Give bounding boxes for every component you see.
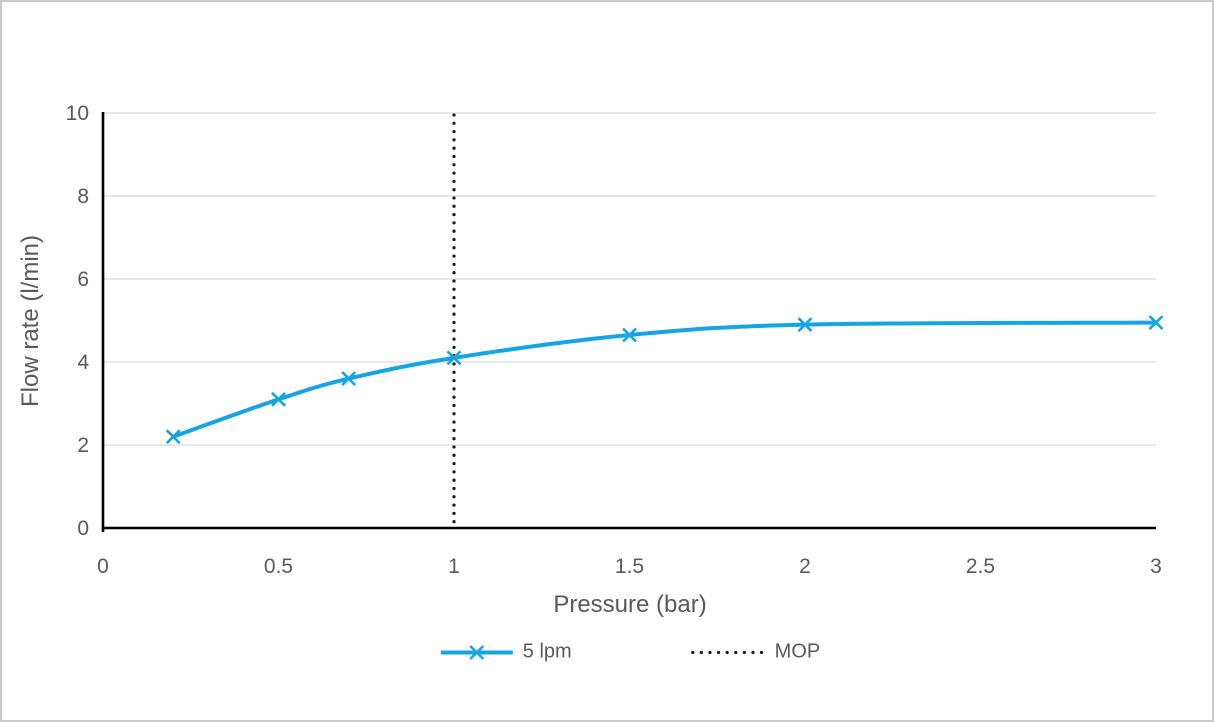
series-marker-x-icon — [341, 371, 357, 387]
x-tick-label: 2.5 — [966, 555, 995, 578]
series-marker-x-icon — [446, 350, 462, 366]
series-line-swatch-icon — [440, 644, 513, 660]
chart-legend: 5 lpm MOP — [440, 641, 820, 664]
y-tick-label: 8 — [77, 185, 89, 208]
series-swatch-x-marker-icon — [469, 644, 485, 660]
x-tick-label: 1 — [448, 555, 460, 578]
y-tick-label: 10 — [66, 102, 89, 125]
x-tick-label: 0 — [97, 555, 109, 578]
x-axis-title: Pressure (bar) — [553, 591, 707, 618]
x-tick-label: 2 — [799, 555, 811, 578]
x-tick-label: 0.5 — [264, 555, 293, 578]
x-tick-label: 3 — [1150, 555, 1162, 578]
series-line-5-lpm — [171, 320, 1158, 439]
legend-label-5lpm: 5 lpm — [522, 640, 572, 663]
series-marker-x-icon — [271, 391, 286, 407]
legend-item-mop: MOP — [690, 640, 821, 664]
y-tick-label: 6 — [77, 268, 89, 291]
legend-label-mop: MOP — [774, 640, 821, 663]
y-tick-label: 4 — [77, 351, 89, 374]
series-marker-x-icon — [797, 317, 813, 333]
legend-item-5lpm: 5 lpm — [440, 641, 572, 664]
series-marker-x-icon — [165, 429, 181, 445]
series-marker-x-icon — [622, 327, 637, 343]
y-tick-label: 0 — [77, 517, 89, 540]
y-tick-label: 2 — [77, 434, 89, 457]
y-axis-title: Flow rate (l/min) — [17, 234, 44, 408]
x-tick-label: 1.5 — [615, 555, 644, 578]
mop-dotted-line-swatch-icon — [691, 650, 766, 654]
series-marker-x-icon — [1148, 315, 1164, 330]
